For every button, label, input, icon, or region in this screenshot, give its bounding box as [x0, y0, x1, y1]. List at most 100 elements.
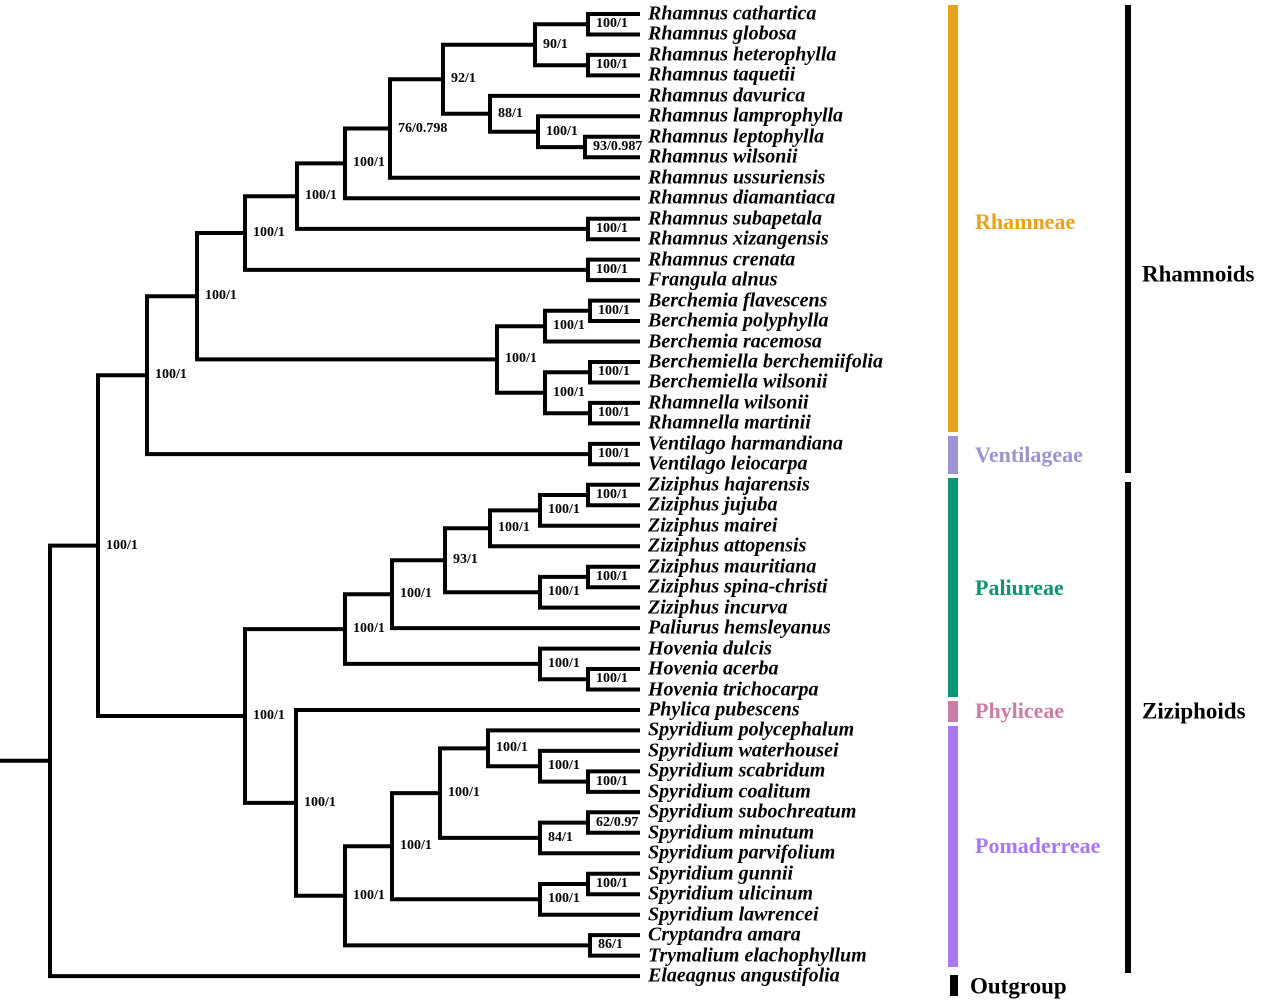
taxon-label: Rhamnus xizangensis	[648, 227, 829, 250]
taxon-label: Ziziphus mauritiana	[648, 555, 817, 578]
support-value: 100/1	[595, 487, 629, 503]
taxon-label: Spyridium polycephalum	[648, 719, 855, 742]
tribe-label-ventilageae: Ventilageae	[975, 442, 1083, 467]
taxon-label: Hovenia acerba	[648, 657, 779, 680]
taxon-label: Cryptandra amara	[648, 923, 801, 946]
support-value: 100/1	[497, 520, 531, 536]
support-value: 84/1	[547, 829, 574, 845]
support-value: 100/1	[545, 123, 579, 139]
taxon-label: Rhamnus cathartica	[648, 2, 817, 25]
support-value: 100/1	[552, 318, 586, 334]
support-value: 100/1	[547, 655, 581, 671]
outgroup-label-outgroup: Outgroup	[970, 973, 1067, 999]
support-value: 100/1	[204, 288, 238, 304]
support-value: 100/1	[154, 367, 188, 383]
branch-lines	[0, 12, 640, 979]
support-value: 93/1	[452, 552, 479, 568]
taxon-label: Ziziphus hajarensis	[648, 473, 810, 496]
taxon-label: Rhamnus globosa	[648, 23, 797, 46]
clade-group-bar-rhamnoids	[1125, 5, 1131, 473]
taxon-label: Frangula alnus	[648, 268, 778, 291]
tribe-label-paliureae: Paliureae	[975, 575, 1064, 600]
support-value: 100/1	[595, 568, 629, 584]
taxon-label: Spyridium minutum	[648, 821, 815, 844]
tribe-label-pomaderreae: Pomaderreae	[975, 833, 1101, 858]
support-value: 100/1	[447, 785, 481, 801]
support-value: 100/1	[352, 621, 386, 637]
clade-group-bar-ziziphoids	[1125, 482, 1131, 973]
taxon-label: Rhamnus ussuriensis	[648, 166, 826, 189]
tribe-label-phyliceae: Phyliceae	[975, 698, 1065, 723]
support-value: 100/1	[595, 773, 629, 789]
support-value: 100/1	[304, 188, 338, 204]
taxon-label: Rhamnus diamantiaca	[648, 186, 836, 209]
support-value: 100/1	[547, 502, 581, 518]
taxon-label: Hovenia dulcis	[648, 637, 772, 660]
taxon-label: Elaeagnus angustifolia	[648, 964, 840, 987]
taxon-label: Rhamnella wilsonii	[648, 391, 809, 414]
support-value: 100/1	[595, 220, 629, 236]
taxon-label: Spyridium lawrencei	[648, 903, 819, 926]
taxon-label: Rhamnus subapetala	[648, 207, 822, 230]
taxon-label: Hovenia trichocarpa	[648, 678, 819, 701]
support-value: 100/1	[595, 261, 629, 277]
tribe-bar-rhamneae	[948, 5, 958, 432]
support-value: 100/1	[399, 586, 433, 602]
support-value: 100/1	[552, 384, 586, 400]
taxon-label: Spyridium ulicinum	[648, 882, 814, 905]
taxon-label: Spyridium scabridum	[648, 759, 826, 782]
support-value: 100/1	[252, 225, 286, 240]
tribe-bar-ventilageae	[948, 436, 958, 474]
taxon-label: Rhamnus crenata	[648, 248, 796, 271]
taxon-label: Ziziphus spina-christi	[648, 575, 828, 598]
taxon-label: Berchemia polyphylla	[648, 309, 829, 332]
taxon-label: Ventilago harmandiana	[648, 432, 844, 455]
support-value: 100/1	[547, 891, 581, 907]
taxon-label: Rhamnus leptophylla	[648, 125, 825, 148]
taxon-label: Rhamnus davurica	[648, 84, 806, 107]
taxon-label: Berchemia flavescens	[648, 289, 828, 312]
support-value: 100/1	[495, 740, 529, 756]
taxon-label: Ziziphus jujuba	[648, 493, 778, 516]
support-value: 100/1	[595, 875, 629, 891]
tribe-bar-phyliceae	[948, 701, 958, 722]
taxon-label: Spyridium subochreatum	[648, 800, 857, 823]
support-value: 100/1	[547, 758, 581, 774]
support-value: 100/1	[595, 16, 629, 32]
support-value: 93/0.987	[592, 139, 644, 155]
support-value: 100/1	[252, 707, 286, 723]
support-value: 100/1	[352, 155, 386, 171]
support-value: 100/1	[595, 671, 629, 687]
support-value: 100/1	[597, 302, 631, 318]
outgroup-bar-outgroup	[950, 975, 958, 996]
clade-group-label-rhamnoids: Rhamnoids	[1142, 261, 1255, 287]
taxon-label: Ventilago leiocarpa	[648, 452, 808, 475]
support-value: 100/1	[303, 794, 337, 810]
clade-group-label-ziziphoids: Ziziphoids	[1142, 698, 1246, 724]
taxon-label: Ziziphus mairei	[648, 514, 778, 537]
support-value: 100/1	[547, 584, 581, 600]
taxon-label: Spyridium parvifolium	[648, 841, 836, 864]
support-value: 100/1	[399, 838, 433, 854]
support-value: 100/1	[105, 537, 139, 553]
taxon-label: Berchemia racemosa	[648, 330, 822, 353]
taxon-label: Rhamnus taquetii	[648, 64, 796, 87]
support-value: 100/1	[597, 446, 631, 462]
taxon-label: Rhamnus heterophylla	[648, 43, 837, 66]
taxon-label: Ziziphus attopensis	[648, 534, 807, 557]
taxon-label: Spyridium coalitum	[648, 780, 811, 803]
taxon-label: Trymalium elachophyllum	[648, 944, 867, 967]
support-value: 92/1	[450, 71, 477, 87]
taxon-label: Berchemiella wilsonii	[648, 371, 828, 394]
support-value: 62/0.97	[595, 814, 640, 830]
tribe-bar-paliureae	[948, 478, 958, 697]
support-value: 88/1	[497, 105, 524, 121]
support-value: 100/1	[597, 364, 631, 380]
support-value: 100/1	[595, 57, 629, 73]
taxon-label: Rhamnus lamprophylla	[648, 104, 844, 127]
taxon-label: Rhamnus wilsonii	[648, 145, 798, 168]
support-value: 86/1	[597, 937, 624, 953]
taxon-label: Berchemiella berchemiifolia	[648, 350, 883, 373]
